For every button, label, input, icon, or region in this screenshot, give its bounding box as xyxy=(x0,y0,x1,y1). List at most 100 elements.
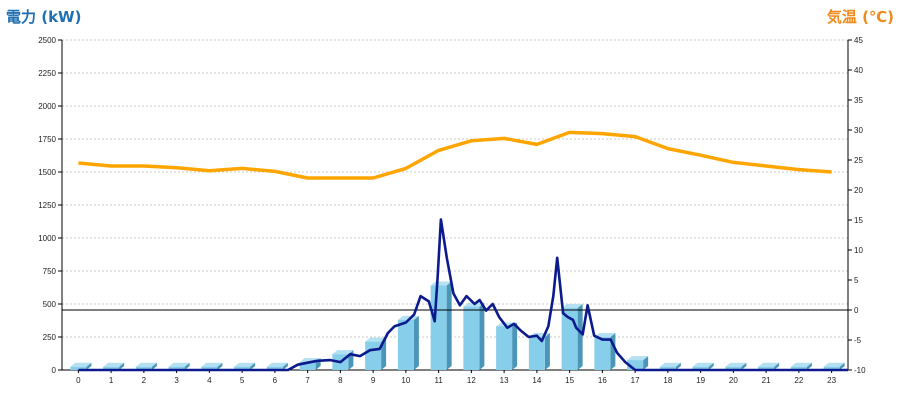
x-tick-label: 15 xyxy=(565,376,574,385)
bar-side xyxy=(184,362,190,370)
bar-top xyxy=(594,333,616,337)
x-tick-label: 8 xyxy=(338,376,343,385)
x-tick-label: 12 xyxy=(467,376,476,385)
power-demand-line xyxy=(78,218,848,372)
power-bar xyxy=(823,362,845,370)
x-tick-label: 10 xyxy=(401,376,410,385)
power-bar xyxy=(201,362,223,370)
bar-front xyxy=(201,366,218,370)
bar-front xyxy=(365,341,382,370)
tick-labels: 02505007501000125015001750200022502500-1… xyxy=(38,36,866,385)
bar-front xyxy=(397,319,414,370)
bar-side xyxy=(413,315,419,370)
right-tick-label: 40 xyxy=(854,66,863,75)
left-tick-label: 2250 xyxy=(38,69,56,78)
bar-front xyxy=(70,366,87,370)
bar-front xyxy=(790,366,807,370)
right-tick-label: -10 xyxy=(854,366,866,375)
bar-side xyxy=(217,362,223,370)
bar-side xyxy=(446,281,452,370)
power-bar xyxy=(790,362,812,370)
power-bar xyxy=(594,333,616,370)
x-tick-label: 9 xyxy=(371,376,376,385)
bar-front xyxy=(430,285,447,370)
bar-front xyxy=(266,366,283,370)
bar-front xyxy=(528,337,545,370)
bar-side xyxy=(512,322,518,370)
right-tick-label: 45 xyxy=(854,36,863,45)
right-tick-label: 25 xyxy=(854,156,863,165)
bar-front xyxy=(234,366,251,370)
bar-front xyxy=(659,366,676,370)
power-bar xyxy=(692,362,714,370)
x-tick-label: 3 xyxy=(174,376,179,385)
bar-side xyxy=(774,362,780,370)
bar-top xyxy=(823,362,845,367)
bar-top xyxy=(70,362,92,367)
power-bar xyxy=(627,356,649,370)
bar-top xyxy=(266,362,288,367)
x-tick-label: 14 xyxy=(532,376,541,385)
bar-side xyxy=(479,302,485,370)
x-tick-label: 23 xyxy=(827,376,836,385)
bar-side xyxy=(741,362,747,370)
bar-front xyxy=(725,366,742,370)
left-tick-label: 750 xyxy=(43,267,57,276)
x-tick-label: 21 xyxy=(762,376,771,385)
x-tick-label: 11 xyxy=(434,376,443,385)
x-tick-label: 17 xyxy=(631,376,640,385)
x-tick-label: 6 xyxy=(273,376,278,385)
x-tick-label: 20 xyxy=(729,376,738,385)
left-tick-label: 2000 xyxy=(38,102,56,111)
bar-side xyxy=(839,362,845,370)
power-bar xyxy=(397,315,419,370)
bar-front xyxy=(168,366,185,370)
x-tick-label: 7 xyxy=(305,376,310,385)
right-axis-title: 気温 (℃) xyxy=(827,8,894,26)
power-bar xyxy=(234,362,256,370)
left-tick-label: 1750 xyxy=(38,135,56,144)
left-tick-label: 500 xyxy=(43,300,57,309)
bar-top xyxy=(692,362,714,367)
bar-side xyxy=(282,362,288,370)
right-tick-label: 5 xyxy=(854,276,859,285)
bar-top xyxy=(168,362,190,367)
bar-front xyxy=(692,366,709,370)
bar-side xyxy=(151,362,157,370)
bar-side xyxy=(86,362,92,370)
bar-front xyxy=(594,337,611,370)
x-tick-label: 1 xyxy=(109,376,114,385)
bar-top xyxy=(758,362,780,367)
bar-side xyxy=(643,356,649,370)
power-bars xyxy=(70,281,845,370)
bar-side xyxy=(806,362,812,370)
bar-front xyxy=(758,366,775,370)
bar-front xyxy=(299,362,316,370)
bar-top xyxy=(790,362,812,367)
right-tick-label: 15 xyxy=(854,216,863,225)
power-bar xyxy=(70,362,92,370)
bar-front xyxy=(823,366,840,370)
power-bar xyxy=(266,362,288,370)
bar-top xyxy=(332,350,354,355)
bar-side xyxy=(675,362,681,370)
temperature-line xyxy=(78,130,832,180)
x-tick-label: 0 xyxy=(76,376,81,385)
bar-top xyxy=(201,362,223,367)
left-tick-label: 1250 xyxy=(38,201,56,210)
x-tick-label: 2 xyxy=(142,376,147,385)
bar-side xyxy=(119,362,125,370)
x-tick-label: 18 xyxy=(663,376,672,385)
power-bar xyxy=(103,362,125,370)
bar-top xyxy=(365,337,387,342)
bar-front xyxy=(135,366,152,370)
right-tick-label: -5 xyxy=(854,336,862,345)
left-tick-label: 1000 xyxy=(38,234,56,243)
power-bar xyxy=(135,362,157,370)
bar-side xyxy=(544,333,550,370)
x-tick-label: 22 xyxy=(794,376,803,385)
bar-top xyxy=(561,303,583,308)
bar-top xyxy=(725,362,747,367)
left-tick-label: 250 xyxy=(43,333,57,342)
